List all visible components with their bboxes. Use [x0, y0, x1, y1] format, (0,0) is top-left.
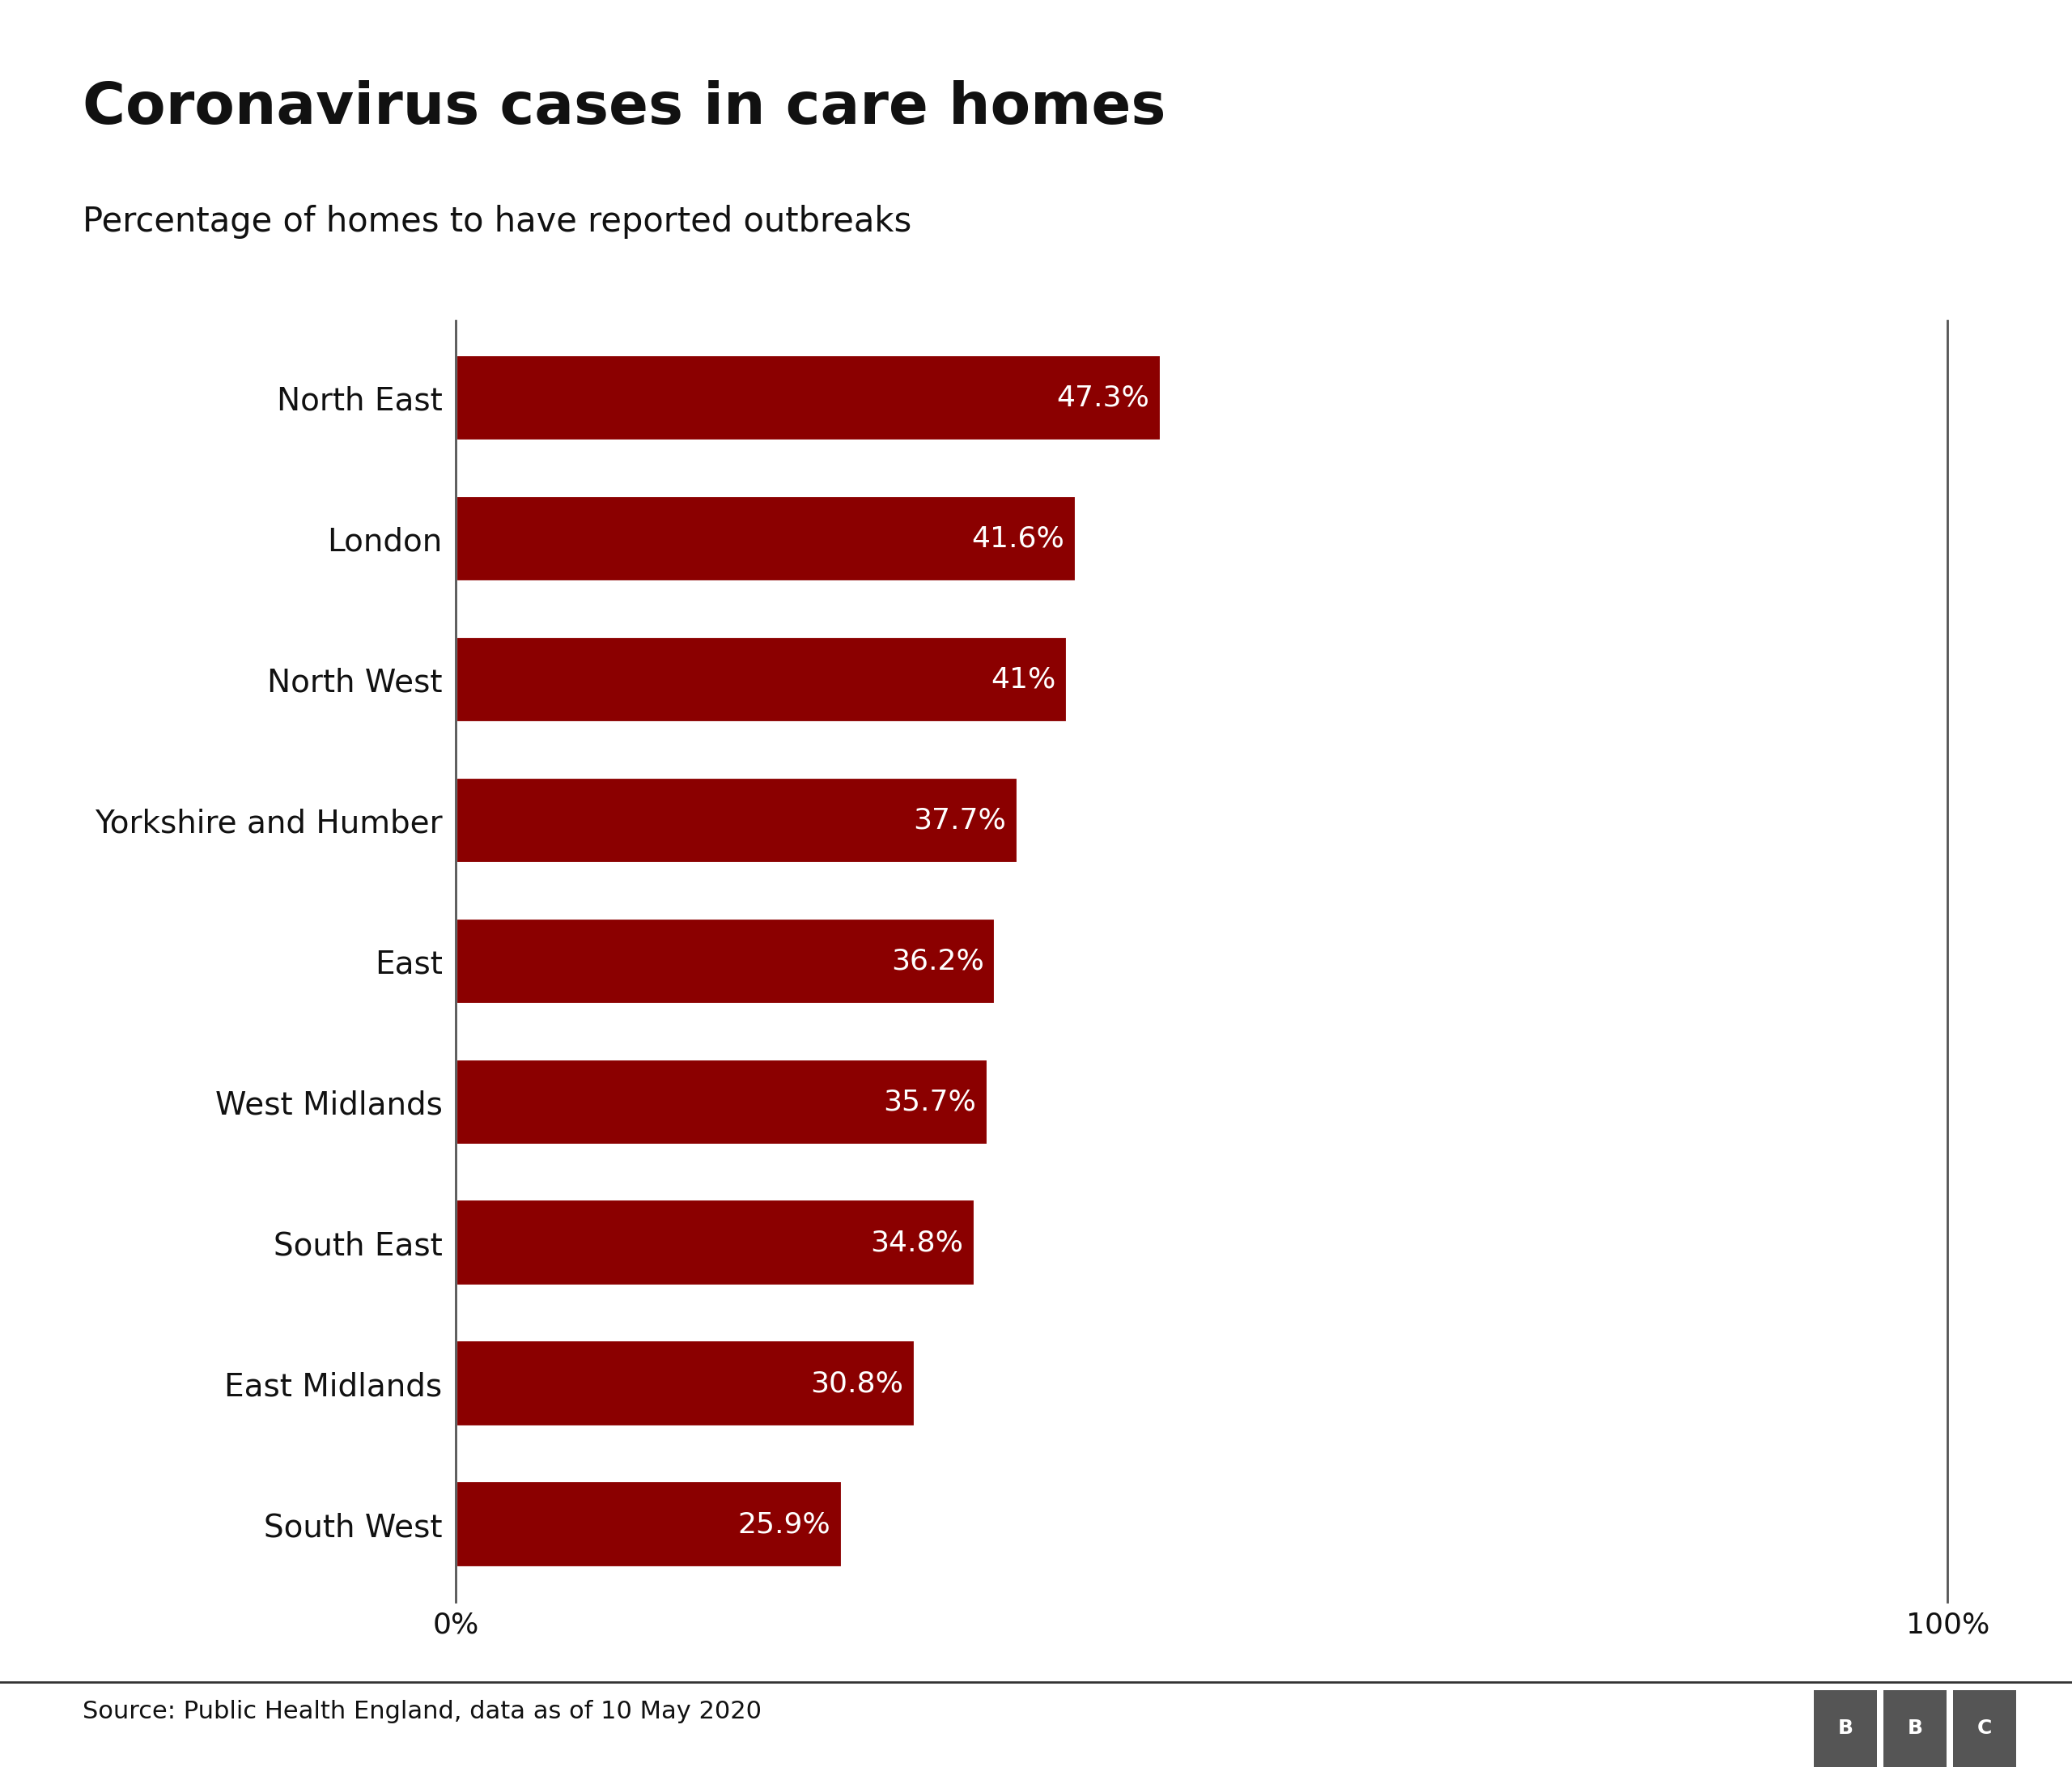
Text: 36.2%: 36.2% [891, 947, 984, 975]
Text: B: B [1908, 1719, 1923, 1737]
Text: 41%: 41% [990, 666, 1055, 692]
Text: 47.3%: 47.3% [1057, 384, 1150, 411]
Bar [456, 495, 1077, 582]
Bar [456, 776, 1017, 863]
Bar [1815, 1689, 1877, 1768]
Text: 34.8%: 34.8% [870, 1230, 963, 1257]
Text: B: B [1838, 1719, 1854, 1737]
Text: Percentage of homes to have reported outbreaks: Percentage of homes to have reported out… [83, 205, 912, 239]
Text: 37.7%: 37.7% [914, 806, 1007, 835]
Bar [456, 354, 1162, 441]
Bar [456, 917, 997, 1006]
Text: 30.8%: 30.8% [810, 1371, 903, 1397]
Text: 41.6%: 41.6% [972, 525, 1065, 552]
Text: C: C [1977, 1719, 1991, 1737]
Bar [456, 1200, 976, 1287]
Text: Coronavirus cases in care homes: Coronavirus cases in care homes [83, 80, 1167, 135]
Text: 35.7%: 35.7% [883, 1088, 976, 1116]
Bar [456, 635, 1067, 723]
Bar [456, 1340, 916, 1428]
Bar [1883, 1689, 1948, 1768]
Text: 25.9%: 25.9% [738, 1511, 831, 1538]
Bar [1954, 1689, 2016, 1768]
Bar [456, 1481, 841, 1568]
Text: Source: Public Health England, data as of 10 May 2020: Source: Public Health England, data as o… [83, 1700, 762, 1723]
Bar [456, 1059, 988, 1146]
